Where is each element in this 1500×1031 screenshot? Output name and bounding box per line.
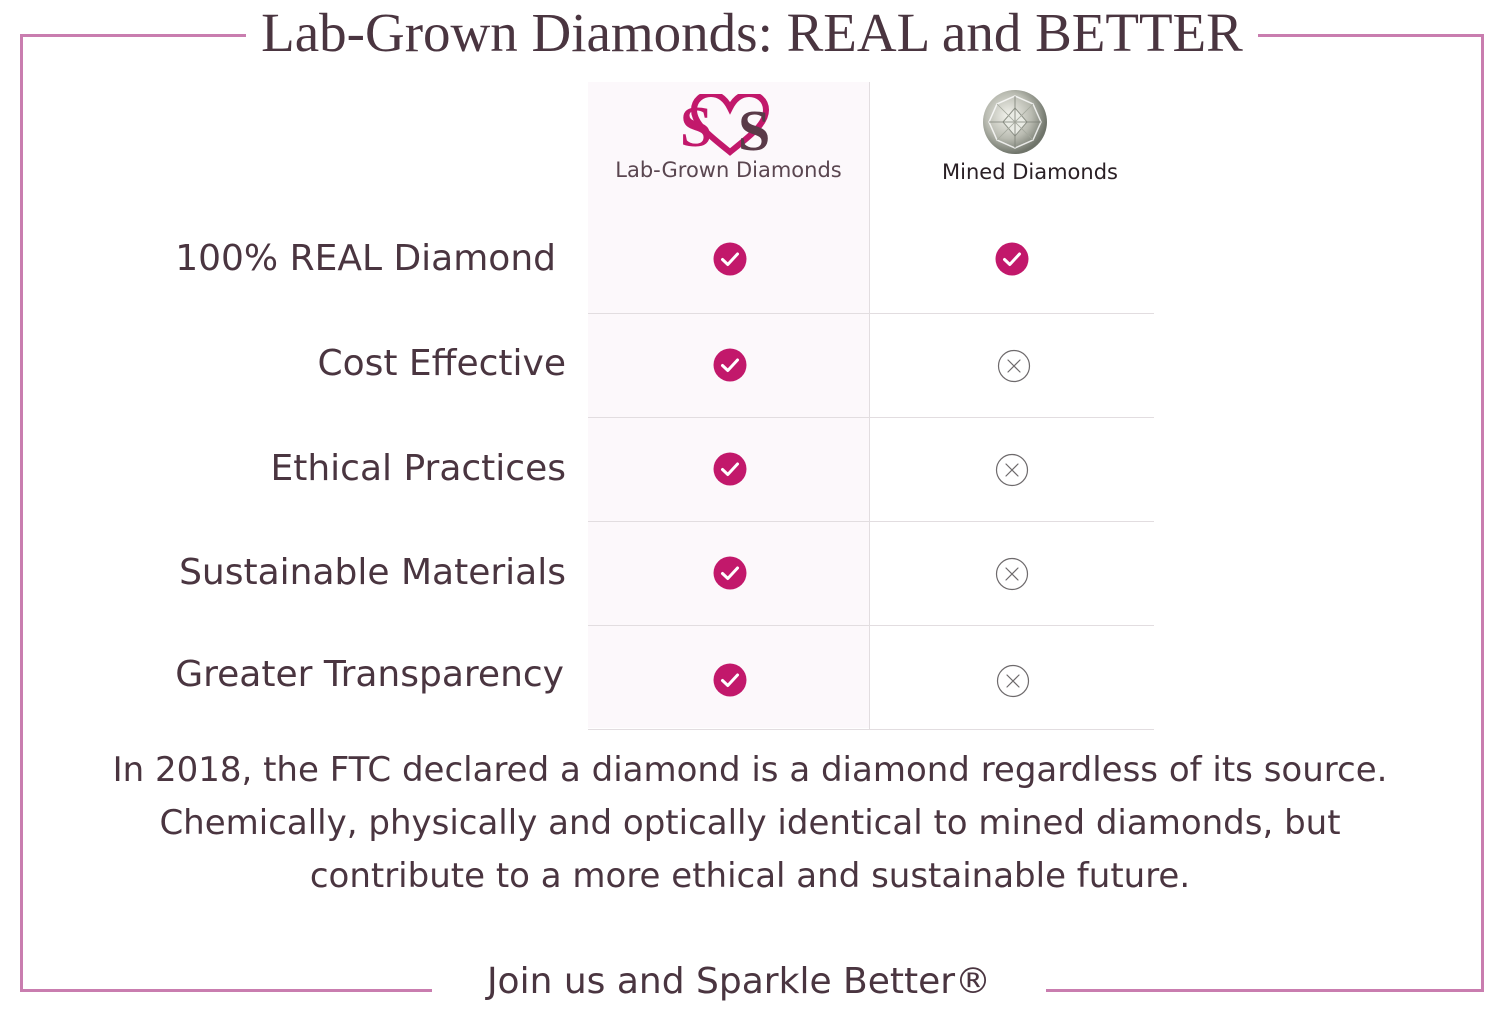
frame-bottom-left-line xyxy=(20,989,432,992)
row-divider xyxy=(588,521,1154,522)
check-icon xyxy=(712,241,748,277)
check-icon xyxy=(712,347,748,383)
row-label: Sustainable Materials xyxy=(179,552,566,593)
ftc-statement: In 2018, the FTC declared a diamond is a… xyxy=(20,744,1480,903)
column-divider xyxy=(869,82,870,730)
mined-column-label: Mined Diamonds xyxy=(942,160,1118,184)
frame-right-line xyxy=(1481,34,1484,992)
heart-ss-logo-icon: S S xyxy=(680,90,780,163)
check-icon xyxy=(712,451,748,487)
lab-grown-column-header: S S Lab-Grown Diamonds xyxy=(588,90,869,200)
row-divider xyxy=(588,729,1154,730)
cross-circle-icon xyxy=(994,452,1030,488)
row-label: Greater Transparency xyxy=(175,654,564,695)
frame-left-line xyxy=(20,34,23,992)
round-diamond-icon xyxy=(981,88,1049,160)
row-label: 100% REAL Diamond xyxy=(175,238,556,279)
svg-text:S: S xyxy=(680,94,712,156)
row-label: Cost Effective xyxy=(317,343,566,384)
row-label: Ethical Practices xyxy=(270,448,566,489)
row-divider xyxy=(588,313,1154,314)
cross-circle-icon xyxy=(994,556,1030,592)
ftc-statement-line: contribute to a more ethical and sustain… xyxy=(309,856,1191,896)
frame-top-left-line xyxy=(20,34,246,37)
mined-column-header: Mined Diamonds xyxy=(880,86,1180,196)
check-icon xyxy=(712,662,748,698)
lab-grown-column-label: Lab-Grown Diamonds xyxy=(615,158,842,182)
ftc-statement-line: Chemically, physically and optically ide… xyxy=(159,803,1341,843)
cross-circle-icon xyxy=(996,348,1032,384)
cross-circle-icon xyxy=(995,663,1031,699)
check-icon xyxy=(994,241,1030,277)
page-title: Lab-Grown Diamonds: REAL and BETTER xyxy=(261,2,1243,63)
lab-column-background xyxy=(588,82,869,728)
svg-text:S: S xyxy=(738,98,770,156)
frame-bottom-right-line xyxy=(1046,989,1484,992)
frame-top-right-line xyxy=(1258,34,1484,37)
row-divider xyxy=(588,625,1154,626)
row-divider xyxy=(588,417,1154,418)
check-icon xyxy=(712,555,748,591)
ftc-statement-line: In 2018, the FTC declared a diamond is a… xyxy=(112,750,1388,790)
footer-tagline: Join us and Sparkle Better® xyxy=(486,961,992,1002)
